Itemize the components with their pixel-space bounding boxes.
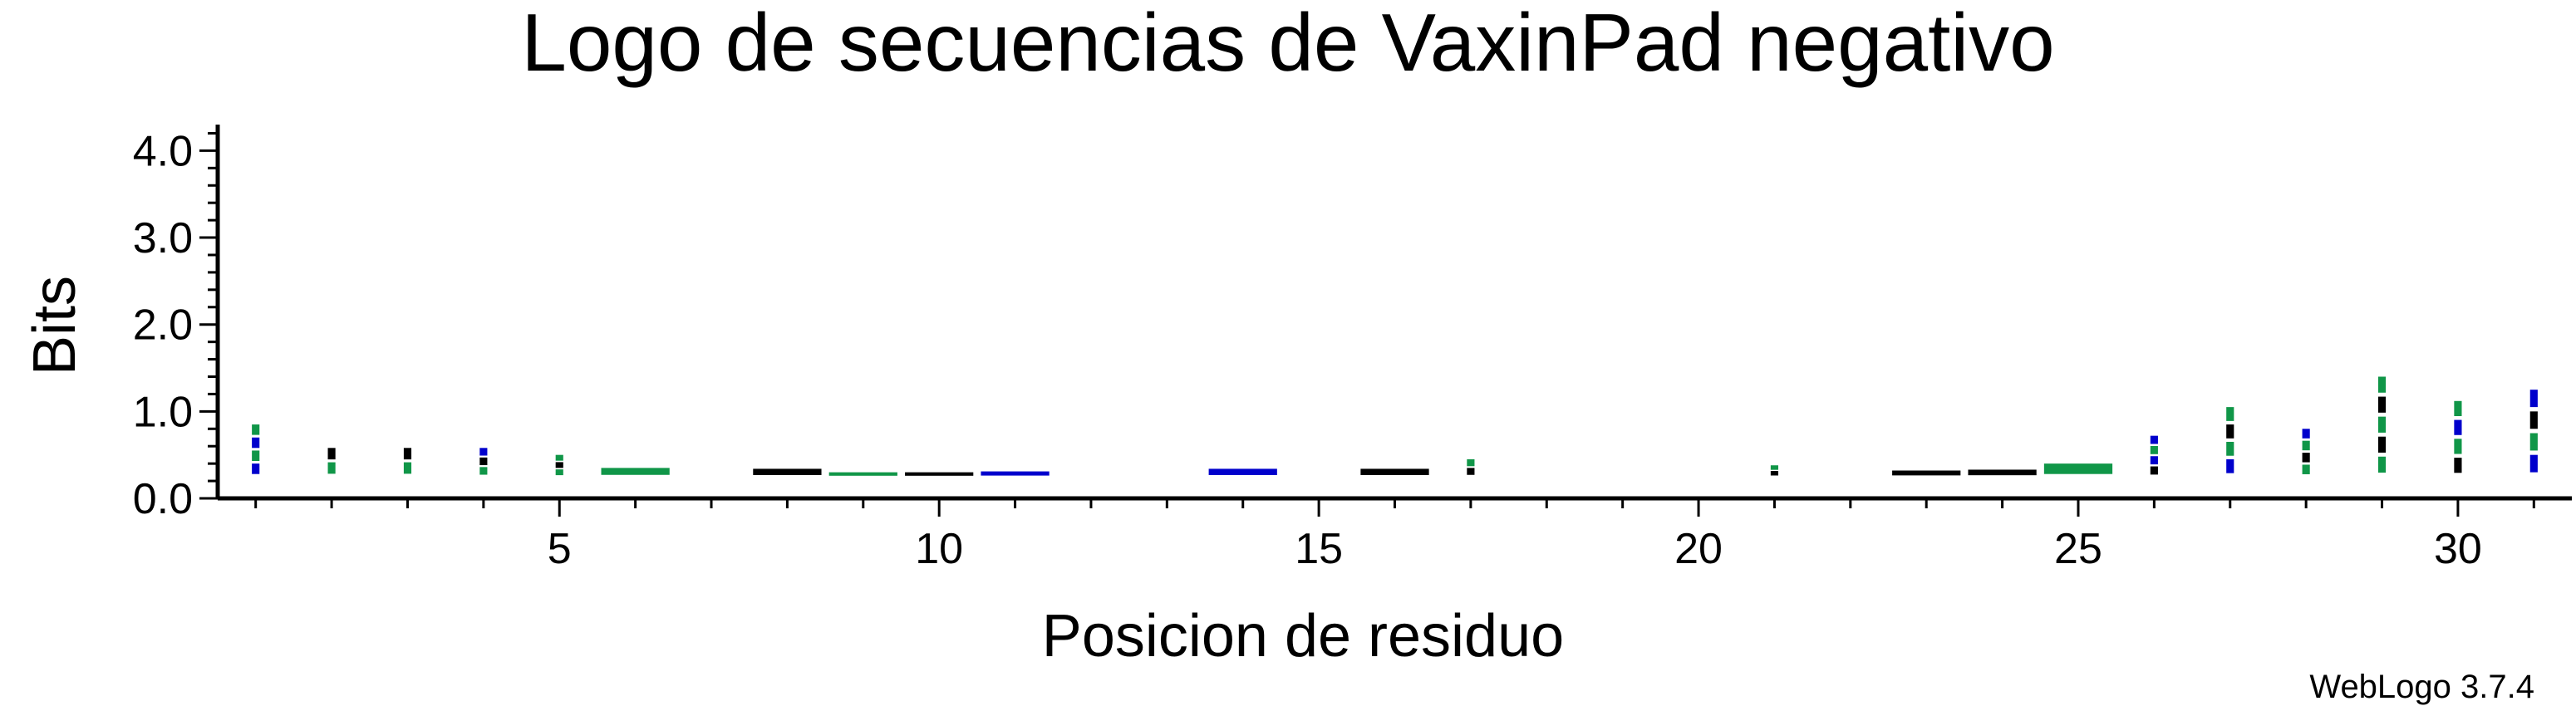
letter-glyph [1467,458,1475,467]
letter-glyph [252,437,260,449]
letter-glyph [2377,436,2387,453]
letter-glyph [479,467,488,475]
letter-stack-3 [403,448,412,474]
y-tick-label: 1.0 [133,388,193,436]
letter-glyph [2529,454,2538,473]
letter-glyph [403,448,412,460]
letter-glyph [2302,440,2310,451]
letter-stack-6 [601,468,670,475]
letter-glyph [2377,376,2387,393]
letter-glyph [2529,433,2538,451]
letter-glyph [601,468,670,475]
letter-stack-30 [2454,400,2462,473]
letter-glyph [252,450,260,461]
letter-stack-26 [2150,435,2158,475]
letter-stack-10 [905,472,974,476]
letter-stack-11 [981,471,1050,476]
y-axis-label: Bits [22,276,88,375]
letter-glyph [2150,435,2158,444]
x-tick-label: 15 [1295,525,1343,573]
letter-glyph [1360,468,1429,475]
letter-glyph [1770,471,1779,476]
letter-glyph [2226,407,2234,421]
letter-glyph [2226,458,2234,473]
y-tick-label: 2.0 [133,302,193,350]
letter-glyph [479,448,488,456]
letter-glyph [2454,439,2462,454]
letter-glyph [1208,468,1277,475]
letter-glyph [905,472,974,476]
letter-stack-24 [1968,469,2037,476]
letter-glyph [2226,424,2234,439]
x-tick-label: 25 [2054,525,2102,573]
x-axis-label: Posicion de residuo [1042,603,1564,669]
letter-glyph [1968,469,2037,476]
letter-stack-25 [2043,463,2113,474]
letter-glyph [753,468,822,475]
y-axis: 0.0 1.0 2.0 3.0 4.0 [133,125,220,523]
y-tick-label: 0.0 [133,475,193,523]
letter-glyph [1770,465,1779,470]
letter-glyph [252,463,260,474]
y-tick-label: 4.0 [133,127,193,175]
chart-title: Logo de secuencias de VaxinPad negativo [521,0,2054,88]
letter-stack-4 [479,448,488,475]
letter-glyph [828,472,897,476]
x-axis: 5 10 15 20 25 30 [218,496,2572,573]
letter-glyph [555,469,563,476]
letter-glyph [981,471,1050,476]
letter-stack-31 [2529,390,2538,473]
letter-glyph [555,462,563,468]
letter-stack-21 [1770,465,1779,476]
letter-glyph [2454,419,2462,435]
letter-stack-5 [555,454,563,476]
letter-glyph [555,454,563,461]
letter-glyph [252,424,260,435]
letter-glyph [2529,411,2538,429]
x-tick-label: 5 [548,525,572,573]
letter-stack-14 [1208,468,1277,475]
letter-glyph [2454,458,2462,473]
letter-glyph [1467,468,1475,475]
letter-glyph [2529,390,2538,408]
letter-glyph [2150,456,2158,465]
letter-stack-29 [2377,376,2387,473]
letter-glyph [2226,441,2234,456]
weblogo-version: WebLogo 3.7.4 [2309,669,2534,705]
letter-stack-27 [2226,407,2234,473]
letter-glyph [2454,400,2462,416]
letter-glyph [2043,463,2113,474]
x-tick-label: 20 [1674,525,1723,573]
x-tick-label: 10 [915,525,963,573]
letter-stack-16 [1360,468,1429,475]
letter-stack-1 [252,424,260,474]
letter-stack-9 [828,472,897,476]
letter-stack-23 [1892,470,1961,476]
letter-glyph [1892,470,1961,476]
letter-glyph [327,462,336,474]
letter-glyph [2377,396,2387,413]
letter-glyph [327,448,336,460]
letter-glyph [479,457,488,466]
letter-glyph [2150,445,2158,454]
letter-glyph [2377,416,2387,433]
letter-glyph [2377,456,2387,473]
letter-glyph [2150,466,2158,475]
letter-glyph [2302,453,2310,463]
letter-stacks [252,376,2538,476]
letter-stack-8 [753,468,822,475]
letter-glyph [2302,464,2310,474]
letter-glyph [2302,429,2310,439]
x-tick-label: 30 [2434,525,2482,573]
letter-stack-17 [1467,458,1475,475]
letter-glyph [403,462,412,474]
y-tick-label: 3.0 [133,214,193,262]
letter-stack-28 [2302,429,2310,474]
letter-stack-2 [327,448,336,474]
